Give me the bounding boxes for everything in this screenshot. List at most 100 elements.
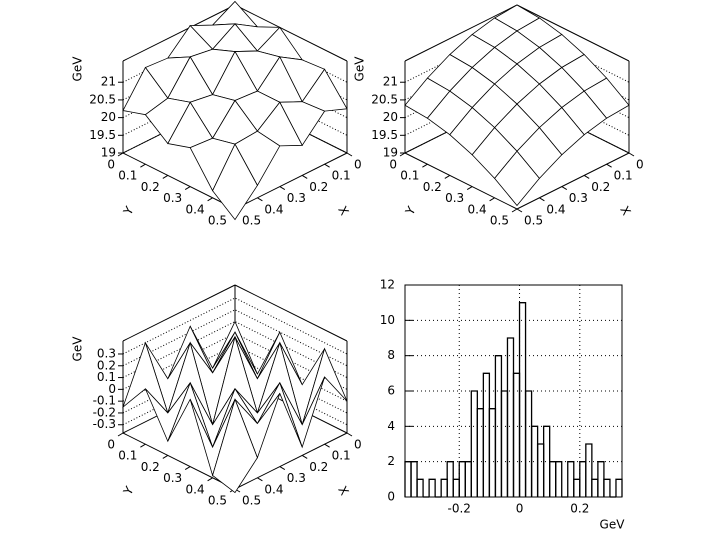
tick-mark	[324, 443, 330, 448]
x-tick-label: 0.5	[524, 214, 543, 228]
box-edge	[234, 4, 348, 62]
histogram-bin	[615, 478, 623, 497]
tick-mark	[140, 443, 146, 448]
y-tick-label: 2	[387, 454, 395, 468]
x-tick-label: 0	[354, 158, 362, 172]
tick-mark	[516, 208, 523, 213]
y-tick-label: 12	[380, 278, 395, 292]
x-tick-label: 0.3	[287, 191, 306, 205]
histogram-bin	[500, 390, 509, 497]
histogram-bin	[591, 478, 599, 497]
x-tick-label: 0	[516, 502, 524, 516]
y-axis-line	[122, 432, 236, 490]
y-tick-label: 0	[387, 490, 395, 504]
z-tick-label: -0.2	[93, 405, 116, 419]
tick-mark	[444, 174, 451, 179]
x-tick-label: 0.3	[287, 471, 306, 485]
z-tick-label: 0.1	[97, 370, 116, 384]
histogram-bin	[518, 302, 527, 497]
x-axis-line	[234, 152, 348, 210]
y-tick-label: 0.3	[163, 191, 182, 205]
box-edge	[122, 284, 236, 342]
tick-mark	[117, 152, 124, 157]
x-axis-title: X	[335, 204, 351, 218]
histogram-bin	[506, 337, 515, 497]
x-tick-label: 0.2	[570, 502, 589, 516]
tick-mark	[583, 174, 590, 179]
z-tick-label: 19.5	[89, 128, 116, 142]
y-tick-label: 10	[380, 313, 395, 327]
histogram-bin	[404, 461, 412, 497]
x-tick-label: 0.5	[242, 214, 261, 228]
tick-mark	[606, 163, 612, 168]
y-tick-label: 0.3	[445, 191, 464, 205]
histogram-bin	[530, 425, 539, 497]
tick-mark	[399, 152, 406, 157]
y-tick-label: 0.1	[118, 449, 137, 463]
y-tick-label: 8	[387, 348, 395, 362]
y-tick-label: 0.4	[186, 202, 205, 216]
tick-mark	[184, 466, 191, 471]
z-tick-label: 19	[101, 146, 116, 160]
x-axis-title: GeV	[600, 518, 626, 532]
z-axis-title: GeV	[71, 336, 85, 362]
tick-mark	[279, 186, 286, 191]
y-tick-label: 0.5	[208, 494, 227, 508]
y-tick-label: 0.2	[141, 180, 160, 194]
tick-mark	[257, 197, 263, 202]
z-tick-label: 0	[108, 382, 116, 396]
x-axis-line	[516, 152, 630, 210]
y-axis-title: Y	[120, 484, 137, 499]
histogram-bin	[488, 408, 497, 497]
y-tick-label: 0.5	[208, 214, 227, 228]
histogram-bin	[470, 390, 478, 497]
tick-mark	[324, 163, 330, 168]
histogram-bin	[603, 478, 611, 497]
x-tick-label: 0.2	[591, 180, 610, 194]
histogram-bin	[585, 443, 593, 497]
tick-mark	[257, 477, 263, 482]
histogram-bin	[512, 372, 521, 497]
histogram-bin	[410, 461, 418, 497]
x-tick-label: 0.4	[264, 482, 283, 496]
surface-cell	[212, 143, 258, 221]
y-tick-label: 0.3	[163, 471, 182, 485]
x-axis-title: X	[617, 204, 633, 218]
z-tick-label: 21	[101, 75, 116, 89]
box-edge	[122, 4, 236, 62]
y-tick-label: 0	[107, 158, 115, 172]
y-tick-label: 0.4	[468, 202, 487, 216]
y-tick-label: 0.2	[141, 460, 160, 474]
surface-cell	[494, 150, 540, 207]
histogram-bin	[476, 408, 485, 497]
tick-mark	[162, 454, 169, 459]
tick-mark	[489, 197, 495, 202]
y-axis-title: Y	[402, 204, 419, 219]
z-tick-label: 0.3	[97, 346, 116, 360]
y-tick-label: 0.1	[400, 169, 419, 183]
histogram-bin	[416, 478, 424, 497]
x-tick-label: 0	[636, 158, 644, 172]
histogram-bin	[464, 461, 472, 497]
x-tick-label: 0.2	[309, 460, 328, 474]
histogram-bin	[446, 461, 454, 497]
z-tick-label: 19	[383, 146, 398, 160]
y-tick-label: 0.4	[186, 482, 205, 496]
histogram-bin	[549, 461, 557, 497]
x-tick-label: 0	[354, 438, 362, 452]
histogram-bin	[579, 461, 587, 497]
tick-mark	[628, 152, 635, 157]
x-tick-label: 0.4	[264, 202, 283, 216]
histogram-bin	[597, 461, 605, 497]
box-edge	[516, 4, 630, 62]
z-axis-title: GeV	[71, 56, 85, 82]
z-tick-label: -0.1	[93, 394, 116, 408]
tick-mark	[279, 466, 286, 471]
box-edge	[404, 4, 518, 62]
z-tick-label: -0.3	[93, 417, 116, 431]
x-axis-title: X	[335, 484, 351, 498]
z-tick-label: 19.5	[371, 128, 398, 142]
histogram-bin	[573, 478, 581, 497]
